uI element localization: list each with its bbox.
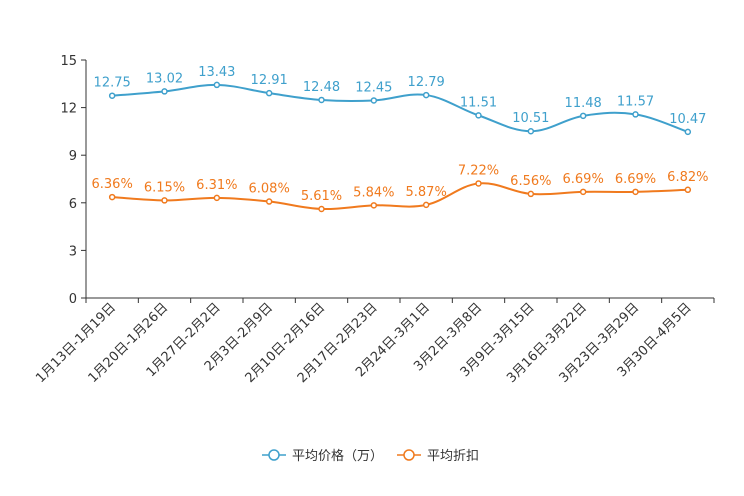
y-tick-label: 6: [69, 197, 77, 212]
data-point: [265, 89, 273, 97]
data-label: 6.82%: [667, 170, 708, 185]
data-point: [422, 91, 430, 99]
data-label: 10.51: [512, 111, 549, 126]
data-point: [475, 180, 482, 187]
data-point: [370, 202, 378, 209]
y-tick-label: 3: [69, 244, 77, 259]
data-label: 6.69%: [563, 172, 604, 187]
data-label: 6.56%: [510, 174, 551, 189]
data-point: [527, 190, 535, 198]
data-label: 5.61%: [301, 189, 342, 204]
data-label: 10.47: [669, 112, 706, 127]
data-label: 6.69%: [615, 172, 656, 187]
legend-label: 平均价格（万）: [292, 448, 383, 464]
data-point: [213, 194, 221, 202]
legend-item-2[interactable]: 平均折扣: [397, 449, 479, 464]
data-point: [318, 96, 325, 104]
data-point: [161, 88, 168, 95]
data-label: 6.31%: [196, 178, 237, 193]
data-point: [108, 193, 116, 201]
data-point: [632, 111, 639, 118]
y-tick-label: 0: [69, 292, 77, 307]
data-point: [108, 92, 116, 99]
y-tick-label: 9: [69, 149, 77, 164]
data-label: 7.22%: [458, 163, 499, 178]
chart-legend[interactable]: 平均价格（万） 平均折扣: [262, 448, 479, 464]
series-line: [112, 83, 689, 133]
data-label: 12.48: [303, 80, 340, 95]
series-2: 6.36% 6.15% 6.31% 6.08% 5.61% 5.84% 5.87% 7.22%…: [92, 163, 708, 213]
data-label: 6.08%: [249, 182, 290, 197]
y-tick-label: 15: [60, 54, 77, 69]
chart-series: 12.75 13.02 13.43 12.91 12.48 12.45 12.79 11.51…: [92, 65, 708, 213]
chart-axes: 036912151月13日-1月19日1月20日-1月26日1月27日-2月2日…: [33, 54, 715, 386]
data-label: 12.91: [251, 73, 288, 88]
data-label: 11.51: [460, 95, 497, 110]
legend-marker-icon: [268, 449, 280, 461]
legend-label: 平均折扣: [427, 449, 479, 464]
data-label: 11.57: [617, 94, 654, 109]
data-point: [632, 188, 639, 196]
legend-item-1[interactable]: 平均价格（万）: [262, 448, 383, 464]
legend-marker-icon: [403, 449, 415, 461]
data-point: [579, 188, 587, 196]
y-tick-label: 12: [60, 102, 77, 117]
series-line: [112, 182, 688, 211]
data-point: [579, 112, 587, 120]
data-point: [475, 112, 482, 119]
data-point: [318, 205, 325, 213]
data-label: 12.75: [94, 76, 131, 91]
data-label: 12.79: [408, 75, 445, 90]
data-label: 5.84%: [353, 185, 394, 200]
data-point: [684, 128, 692, 136]
data-point: [370, 97, 378, 104]
data-point: [161, 197, 168, 204]
data-point: [527, 127, 535, 135]
data-point: [422, 201, 430, 209]
data-point: [684, 186, 692, 194]
series-1: 12.75 13.02 13.43 12.91 12.48 12.45 12.79 11.51…: [94, 65, 706, 136]
data-label: 13.43: [198, 65, 235, 80]
data-label: 11.48: [565, 96, 602, 111]
data-label: 6.36%: [92, 177, 133, 192]
data-label: 12.45: [355, 80, 392, 95]
data-label: 13.02: [146, 71, 183, 86]
data-point: [213, 81, 221, 89]
data-label: 6.15%: [144, 180, 185, 195]
data-point: [265, 198, 273, 205]
data-label: 5.87%: [406, 185, 447, 200]
